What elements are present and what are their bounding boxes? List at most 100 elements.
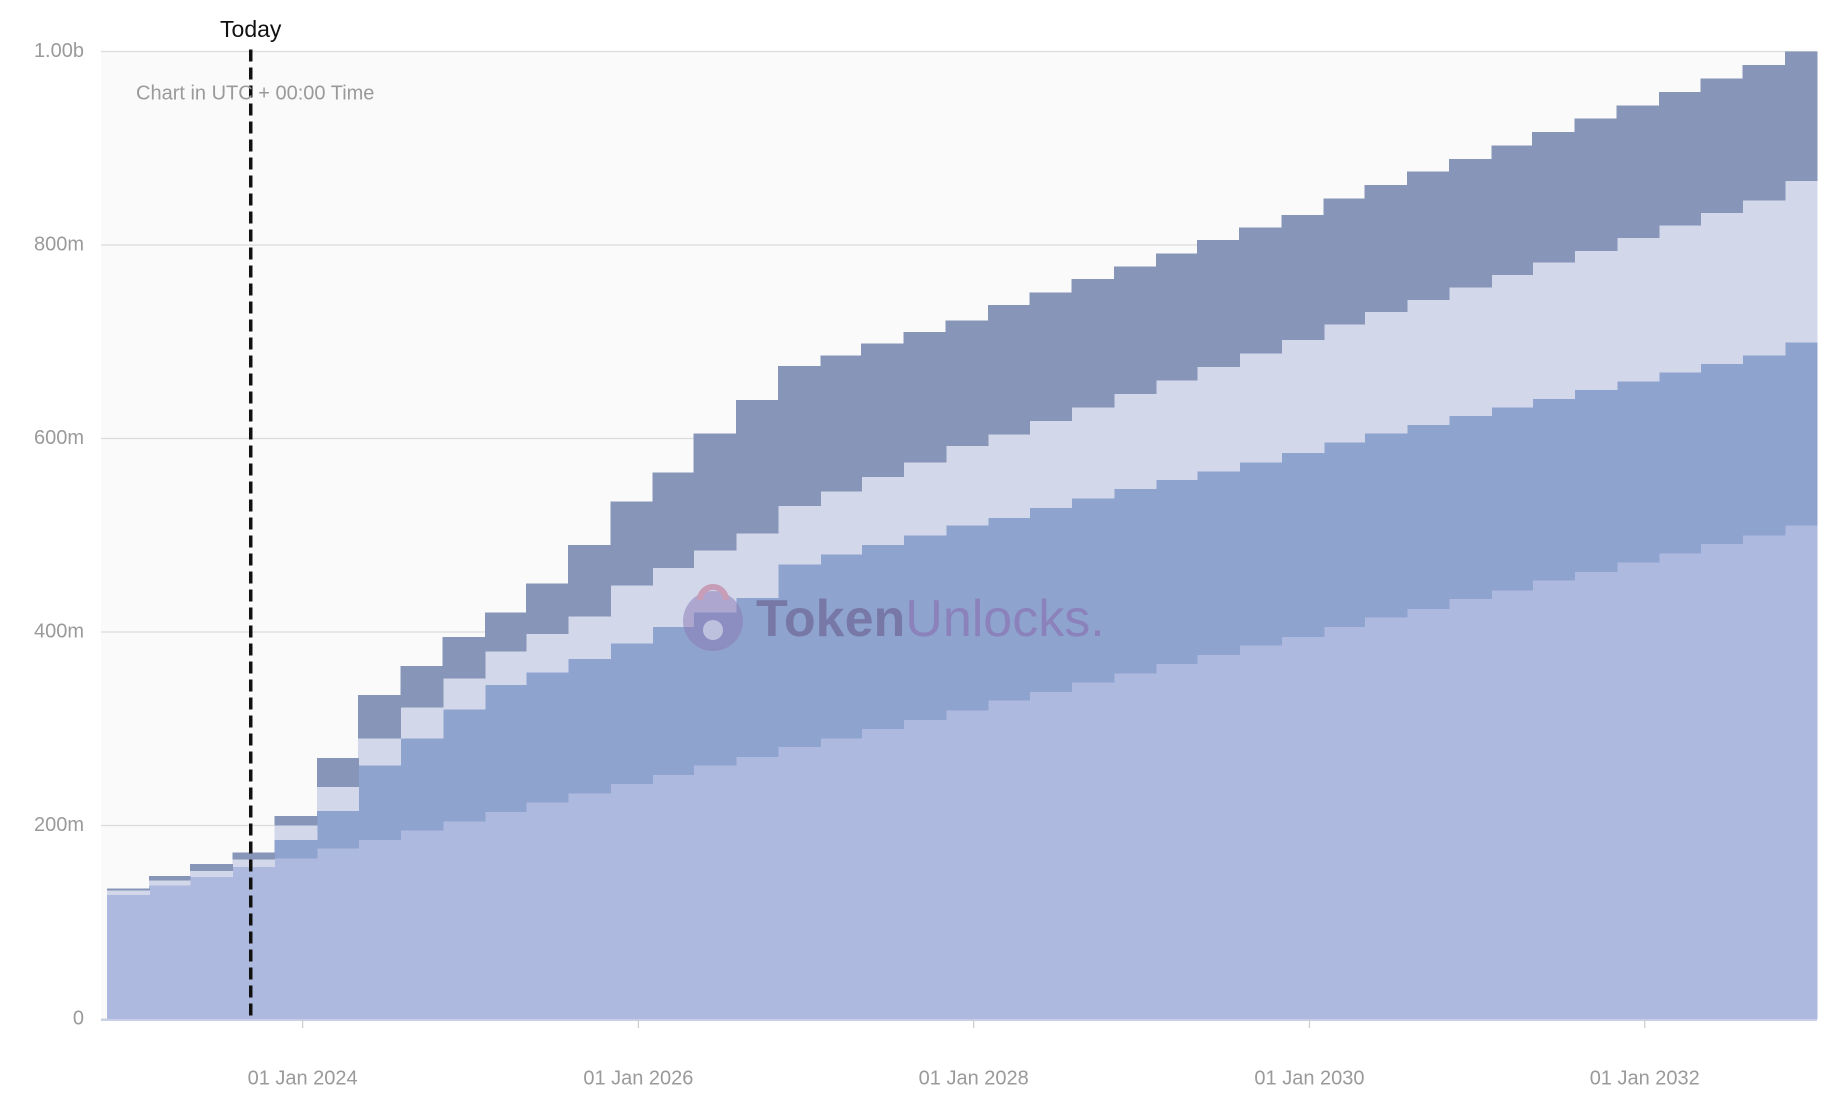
area-step [1281, 636, 1325, 1019]
area-step [316, 757, 359, 787]
area-step [903, 720, 947, 1019]
area-step [778, 747, 821, 1019]
area-step [1029, 421, 1073, 509]
y-tick-label: 800m [34, 233, 84, 255]
area-step [1281, 215, 1325, 340]
area-step [861, 343, 905, 478]
area-step [442, 678, 486, 710]
area-step [1784, 525, 1818, 1019]
area-step [945, 525, 989, 711]
y-tick-label: 0 [73, 1007, 84, 1029]
area-step [735, 598, 779, 757]
area-step [693, 765, 737, 1019]
area-step [1742, 355, 1786, 536]
area-step [1323, 324, 1366, 443]
area-step [1532, 262, 1576, 399]
area-step [568, 544, 611, 617]
area-step [1532, 131, 1576, 263]
area-step [903, 535, 947, 721]
area-step [1658, 372, 1701, 554]
area-step [987, 304, 1030, 435]
x-tick-label: 01 Jan 2032 [1590, 1067, 1700, 1089]
area-step [1491, 590, 1533, 1019]
watermark-token: Token [756, 590, 905, 648]
area-step [1156, 380, 1198, 481]
area-step [1323, 198, 1366, 325]
area-step [274, 858, 318, 1019]
area-step [1700, 213, 1744, 365]
area-step [232, 852, 276, 860]
area-step [190, 864, 233, 871]
area-step [400, 738, 444, 831]
area-step [316, 810, 359, 849]
area-step [1156, 663, 1198, 1019]
area-step [610, 783, 654, 1019]
area-step [400, 665, 444, 708]
area-step [1700, 78, 1744, 214]
area-step [484, 651, 527, 686]
area-step [232, 867, 276, 1019]
area-step [525, 583, 569, 634]
watermark-logo-arc [697, 584, 729, 601]
area-step [190, 876, 233, 1019]
area-step [1239, 353, 1283, 463]
area-step [1616, 562, 1660, 1019]
area-step [484, 811, 527, 1019]
area-step [1071, 682, 1115, 1019]
area-step [1449, 287, 1492, 417]
watermark: TokenUnlocks. [683, 584, 1105, 651]
area-step [358, 738, 402, 766]
area-step [1449, 599, 1492, 1019]
area-step [525, 802, 569, 1019]
area-step [568, 616, 611, 660]
area-step [1071, 498, 1115, 683]
area-step [1784, 181, 1818, 343]
area-step [610, 585, 654, 644]
area-step [316, 786, 359, 811]
area-step [1406, 608, 1450, 1019]
area-step [1700, 543, 1744, 1019]
area-step [778, 365, 821, 507]
area-step [861, 477, 905, 545]
watermark-logo-hole [703, 620, 723, 640]
area-step [1406, 300, 1450, 425]
area-step [1071, 278, 1115, 408]
area-step [1156, 480, 1198, 664]
area-step [735, 399, 779, 534]
area-step [820, 738, 862, 1019]
area-step [861, 544, 905, 729]
x-tick-label: 01 Jan 2030 [1254, 1067, 1364, 1089]
area-step [903, 332, 947, 463]
area-step [1196, 655, 1240, 1019]
area-step [568, 659, 611, 794]
area-step [400, 830, 444, 1019]
area-step [1658, 553, 1701, 1019]
area-step [316, 848, 359, 1019]
area-step [1742, 535, 1786, 1019]
area-step [274, 815, 318, 826]
area-step [1742, 65, 1786, 201]
area-step [1700, 364, 1744, 544]
area-step [1574, 118, 1618, 251]
area-step [1323, 442, 1366, 628]
area-step [1532, 580, 1576, 1019]
area-step [987, 700, 1030, 1019]
area-step [358, 694, 402, 739]
area-step [1029, 508, 1073, 692]
area-step [652, 472, 695, 569]
area-step [1491, 145, 1533, 275]
watermark-text: TokenUnlocks. [756, 590, 1105, 648]
annotation: Chart in UTC + 00:00 Time [136, 82, 374, 104]
area-step [1742, 200, 1786, 356]
area-step [820, 554, 862, 739]
area-step [1449, 158, 1492, 288]
area-step [1239, 227, 1283, 354]
area-step [1532, 398, 1576, 581]
watermark-logo [683, 591, 743, 651]
area-step [735, 756, 779, 1019]
area-step [652, 627, 695, 776]
area-step [1364, 433, 1408, 618]
area-step [778, 564, 821, 748]
area-step [861, 728, 905, 1019]
area-step [903, 462, 947, 536]
